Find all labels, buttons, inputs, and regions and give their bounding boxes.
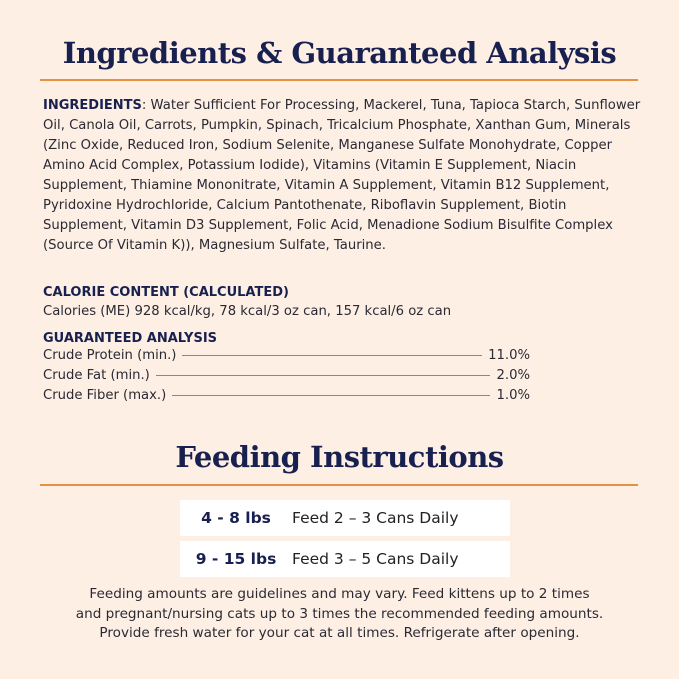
calorie-text: Calories (ME) 928 kcal/kg, 78 kcal/3 oz … [43,304,452,319]
ingredients-paragraph: INGREDIENTS: Water Sufficient For Proces… [43,96,643,256]
feeding-amount: Feed 3 – 5 Cans Daily [292,550,459,568]
note-line: and pregnant/nursing cats up to 3 times … [75,605,604,622]
feeding-weight: 9 - 15 lbs [195,550,277,568]
feeding-amount: Feed 2 – 3 Cans Daily [292,509,459,527]
title-divider [40,79,638,81]
feeding-weight: 4 - 8 lbs [201,509,271,527]
feeding-title: Feeding Instructions [175,440,504,474]
analysis-name: Crude Fat (min.) [43,368,150,383]
analysis-name: Crude Fiber (max.) [43,388,167,403]
analysis-row: Crude Protein (min.) 11.0% [43,348,530,363]
guaranteed-label: GUARANTEED ANALYSIS [43,331,218,346]
feeding-notes: Feeding amounts are guidelines and may v… [0,585,679,644]
analysis-title: Ingredients & Guaranteed Analysis [62,36,617,70]
ingredients-label: INGREDIENTS [43,98,142,113]
feeding-row: 9 - 15 lbs Feed 3 – 5 Cans Daily [180,541,510,577]
leader-line [172,395,491,396]
analysis-name: Crude Protein (min.) [43,348,177,363]
analysis-value: 1.0% [496,388,530,403]
leader-line [155,375,491,376]
analysis-value: 11.0% [488,348,530,363]
feeding-divider [40,484,638,486]
note-line: Feeding amounts are guidelines and may v… [89,586,590,602]
note-line: Provide fresh water for your cat at all … [99,625,580,641]
ingredients-text: : Water Sufficient For Processing, Macke… [43,98,641,253]
analysis-row: Crude Fat (min.) 2.0% [43,368,530,383]
calorie-label: CALORIE CONTENT (CALCULATED) [43,285,289,300]
analysis-value: 2.0% [496,368,530,383]
analysis-row: Crude Fiber (max.) 1.0% [43,388,530,403]
feeding-row: 4 - 8 lbs Feed 2 – 3 Cans Daily [180,500,510,536]
leader-line [182,355,483,356]
